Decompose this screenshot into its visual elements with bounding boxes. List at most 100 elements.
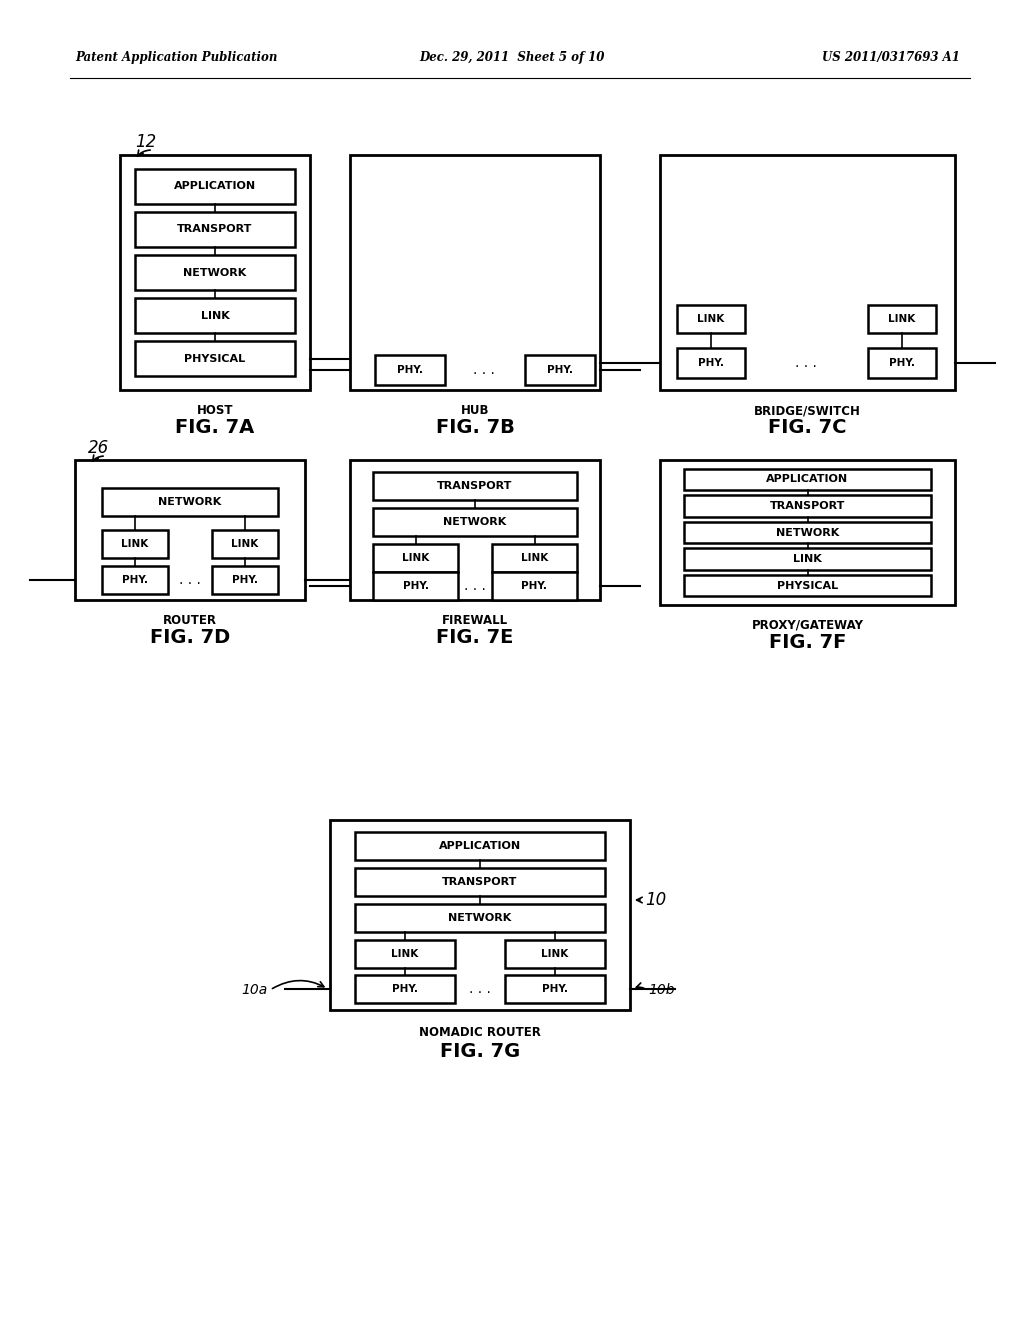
Text: 12: 12 (135, 133, 157, 150)
Text: 10a: 10a (242, 983, 268, 997)
Text: ROUTER: ROUTER (163, 614, 217, 627)
Text: PHY.: PHY. (397, 366, 423, 375)
Text: FIG. 7B: FIG. 7B (435, 418, 514, 437)
Text: PROXY/GATEWAY: PROXY/GATEWAY (752, 619, 863, 632)
Text: 10: 10 (645, 891, 667, 909)
Bar (684, 576, 932, 597)
Text: TRANSPORT: TRANSPORT (442, 876, 518, 887)
Text: NETWORK: NETWORK (449, 913, 512, 923)
Text: APPLICATION: APPLICATION (439, 841, 521, 851)
Bar (355, 904, 605, 932)
Text: LINK: LINK (391, 949, 419, 960)
Text: PHYSICAL: PHYSICAL (184, 354, 246, 363)
Bar (212, 566, 278, 594)
Bar (355, 975, 455, 1003)
Text: . . .: . . . (179, 573, 201, 587)
Bar (677, 305, 745, 333)
Text: LINK: LINK (794, 554, 822, 564)
Bar (350, 459, 600, 601)
Text: LINK: LINK (122, 539, 148, 549)
Text: . . .: . . . (464, 579, 486, 593)
Bar (135, 169, 295, 203)
Text: BRIDGE/SWITCH: BRIDGE/SWITCH (754, 404, 861, 417)
Bar (330, 820, 630, 1010)
Text: LINK: LINK (542, 949, 568, 960)
Text: NETWORK: NETWORK (443, 517, 507, 527)
Bar (212, 531, 278, 558)
Bar (355, 869, 605, 896)
Bar (505, 940, 605, 968)
Bar (684, 548, 932, 570)
Text: PHY.: PHY. (698, 358, 724, 368)
Bar (677, 348, 745, 378)
Text: APPLICATION: APPLICATION (766, 474, 849, 484)
Text: LINK: LINK (201, 310, 229, 321)
Text: TRANSPORT: TRANSPORT (437, 480, 513, 491)
Bar (102, 488, 278, 516)
Bar (505, 975, 605, 1003)
Bar (660, 154, 955, 389)
Text: NETWORK: NETWORK (159, 498, 221, 507)
Text: . . .: . . . (469, 982, 490, 997)
Text: PHY.: PHY. (232, 576, 258, 585)
Bar (355, 832, 605, 861)
Bar (684, 469, 932, 490)
Text: HOST: HOST (197, 404, 233, 417)
Bar (868, 305, 936, 333)
Text: Patent Application Publication: Patent Application Publication (75, 51, 278, 65)
Text: PHYSICAL: PHYSICAL (777, 581, 838, 590)
Text: HUB: HUB (461, 404, 489, 417)
Bar (373, 544, 458, 572)
Text: FIG. 7F: FIG. 7F (769, 634, 846, 652)
Text: NETWORK: NETWORK (776, 528, 839, 537)
Text: LINK: LINK (231, 539, 259, 549)
Bar (375, 355, 445, 385)
Bar (525, 355, 595, 385)
Bar (135, 213, 295, 247)
Text: . . .: . . . (795, 356, 817, 370)
Text: FIG. 7A: FIG. 7A (175, 418, 255, 437)
Bar (373, 473, 577, 500)
Text: PHY.: PHY. (547, 366, 573, 375)
Text: LINK: LINK (401, 553, 429, 564)
Text: NETWORK: NETWORK (183, 268, 247, 277)
Text: 10b: 10b (648, 983, 675, 997)
Text: LINK: LINK (697, 314, 725, 323)
Text: Dec. 29, 2011  Sheet 5 of 10: Dec. 29, 2011 Sheet 5 of 10 (419, 51, 605, 65)
Bar (135, 341, 295, 376)
Text: PHY.: PHY. (402, 581, 428, 591)
Bar (373, 572, 458, 601)
Bar (135, 255, 295, 290)
Bar (492, 572, 577, 601)
Text: LINK: LINK (521, 553, 548, 564)
Bar (660, 459, 955, 605)
Text: FIG. 7D: FIG. 7D (150, 628, 230, 647)
Bar (684, 521, 932, 544)
Text: LINK: LINK (889, 314, 915, 323)
Text: PHY.: PHY. (392, 983, 418, 994)
Bar (135, 298, 295, 333)
Text: . . .: . . . (473, 363, 495, 378)
Bar (102, 531, 168, 558)
Text: 26: 26 (88, 440, 110, 457)
Bar (350, 154, 600, 389)
Text: US 2011/0317693 A1: US 2011/0317693 A1 (822, 51, 961, 65)
Bar (684, 495, 932, 516)
Text: PHY.: PHY. (542, 983, 568, 994)
Text: TRANSPORT: TRANSPORT (770, 502, 845, 511)
Text: PHY.: PHY. (521, 581, 548, 591)
Bar (355, 940, 455, 968)
Text: TRANSPORT: TRANSPORT (177, 224, 253, 235)
Bar (492, 544, 577, 572)
Text: FIG. 7G: FIG. 7G (440, 1041, 520, 1061)
Bar (102, 566, 168, 594)
Bar (75, 459, 305, 601)
Text: FIREWALL: FIREWALL (442, 614, 508, 627)
Bar (373, 508, 577, 536)
Text: FIG. 7C: FIG. 7C (768, 418, 847, 437)
Text: APPLICATION: APPLICATION (174, 181, 256, 191)
Text: PHY.: PHY. (889, 358, 915, 368)
Text: FIG. 7E: FIG. 7E (436, 628, 514, 647)
Bar (120, 154, 310, 389)
Bar (868, 348, 936, 378)
